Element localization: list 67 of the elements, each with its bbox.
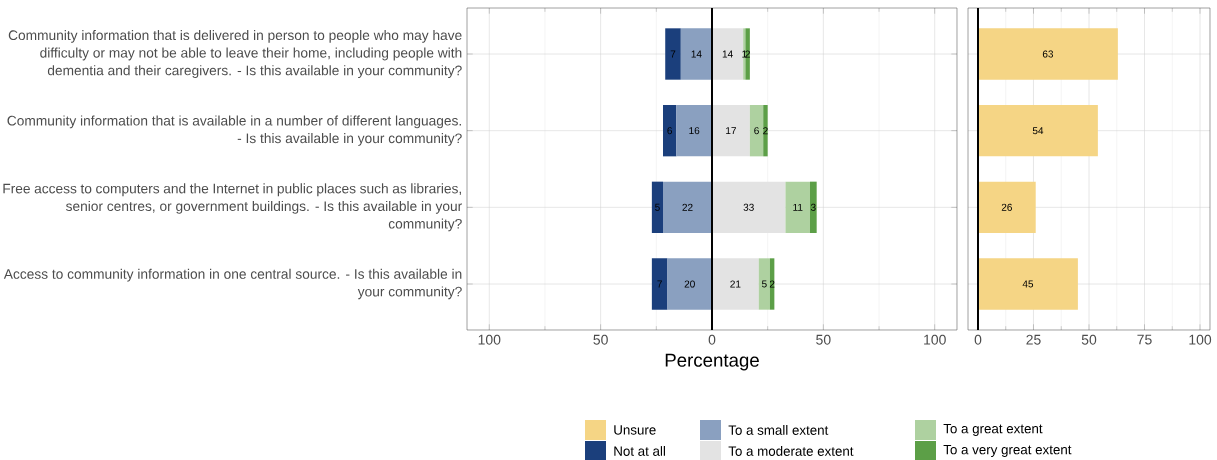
bar — [667, 258, 712, 310]
bar — [749, 104, 764, 157]
legend-label: To a moderate extent — [728, 446, 854, 456]
x-tick-label: 50 — [816, 334, 831, 345]
legend-label: To a very great extent — [943, 445, 1072, 457]
bar — [763, 104, 768, 157]
bar — [977, 104, 1098, 157]
x-tick-label: 100 — [478, 334, 501, 345]
data-label: 2 — [745, 50, 750, 58]
bar — [680, 28, 712, 80]
data-label: 33 — [743, 203, 754, 211]
bar — [651, 181, 663, 234]
bar — [712, 104, 750, 157]
data-label: 3 — [810, 203, 816, 211]
bar — [665, 28, 681, 80]
data-label: 7 — [657, 280, 662, 288]
data-label: 7 — [670, 50, 676, 58]
bar — [712, 258, 759, 310]
x-tick-label: 100 — [924, 334, 946, 345]
x-tick-label: 100 — [1189, 334, 1212, 345]
bar — [745, 28, 750, 80]
legend-label: Not at all — [614, 446, 665, 456]
data-label: 6 — [667, 127, 673, 135]
data-label: 5 — [761, 280, 767, 288]
y-tick-label: Free access to computers and the Internet in public places such as libraries, senior centres, or government buildings. - Is this available in your community? — [3, 183, 462, 232]
data-label: 2 — [769, 280, 775, 288]
legend-label: To a great extent — [943, 424, 1043, 436]
bar — [663, 181, 712, 234]
bar — [758, 258, 770, 310]
x-tick-label: 50 — [1081, 334, 1097, 345]
bar — [712, 28, 744, 80]
y-tick-label: Access to community information in one central source. - Is this available in your community? — [3, 268, 462, 300]
data-label: 6 — [754, 127, 759, 135]
bar — [977, 258, 1078, 310]
legend-label: Unsure — [614, 425, 656, 435]
y-tick-label: Community information that is available in a number of different languages. - Is this available in your community? — [7, 115, 462, 146]
x-tick-label: 50 — [593, 334, 608, 345]
bar — [712, 181, 786, 234]
data-label: 11 — [793, 203, 803, 211]
data-label: 54 — [1032, 127, 1044, 135]
data-label: 14 — [722, 50, 733, 58]
data-label: 26 — [1001, 203, 1012, 211]
bar — [977, 28, 1118, 80]
data-label: 2 — [763, 127, 768, 135]
data-label: 16 — [689, 127, 700, 135]
data-label: 21 — [730, 280, 741, 288]
data-label: 5 — [655, 203, 660, 211]
x-tick-label: 0 — [708, 334, 716, 345]
bar — [809, 181, 817, 234]
bar — [977, 181, 1036, 234]
data-label: 22 — [682, 203, 693, 211]
data-label: 14 — [691, 50, 702, 58]
x-tick-label: 25 — [1026, 334, 1041, 345]
bar — [785, 181, 810, 234]
data-label: 63 — [1042, 50, 1054, 58]
bar — [651, 258, 668, 310]
x-tick-label: 75 — [1137, 334, 1152, 345]
bar — [663, 104, 677, 157]
data-label: 45 — [1022, 280, 1034, 288]
data-label: 17 — [726, 127, 736, 135]
legend-label: To a small extent — [728, 425, 829, 435]
x-tick-label: 0 — [974, 334, 982, 345]
data-label: 1 — [742, 50, 747, 58]
x-axis-title: Percentage — [665, 353, 759, 371]
data-label: 20 — [684, 280, 695, 288]
bar — [676, 104, 712, 157]
y-tick-label: Community information that is delivered in person to people who may have difficulty or may not be able to leave their home, including people with dementia and their caregivers. - Is this available in your community? — [8, 30, 462, 78]
